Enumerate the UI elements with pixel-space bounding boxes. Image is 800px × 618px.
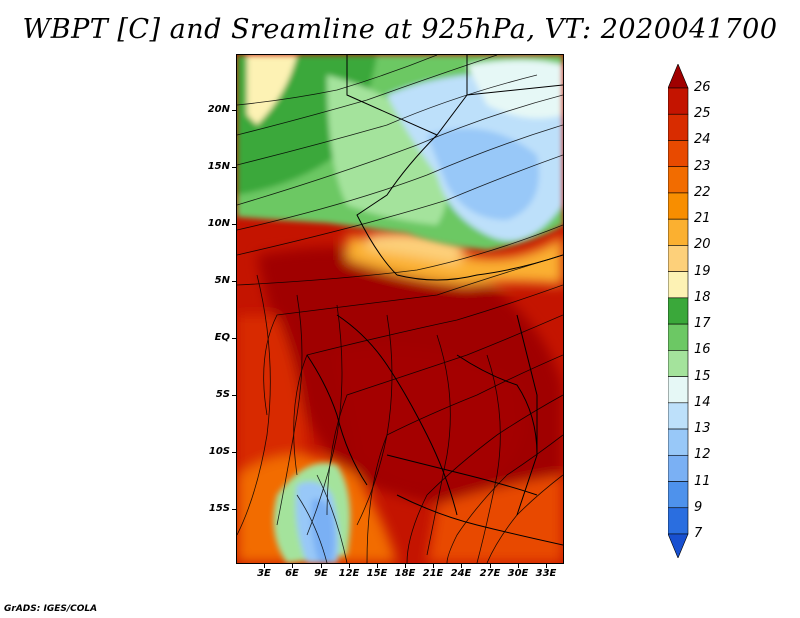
colorbar-segment — [668, 271, 689, 299]
lon-tick — [518, 564, 519, 568]
colorbar-label: 17 — [694, 316, 711, 332]
colorbar-segment — [668, 507, 689, 535]
colorbar-segment — [668, 454, 689, 482]
lat-label: 5S — [215, 389, 230, 400]
streamlines — [237, 55, 563, 563]
lon-tick — [292, 564, 293, 568]
lon-label: 3E — [257, 568, 271, 579]
lon-label: 27E — [479, 568, 501, 579]
colorbar-segment — [668, 218, 689, 246]
colorbar-segment — [668, 297, 689, 325]
colorbar-segment — [668, 87, 689, 115]
colorbar-label: 24 — [694, 132, 711, 148]
colorbar-label: 13 — [694, 421, 711, 437]
colorbar-label: 19 — [694, 263, 711, 279]
colorbar-label: 7 — [694, 526, 703, 541]
lon-label: 24E — [450, 568, 472, 579]
colorbar-label: 11 — [694, 473, 711, 489]
colorbar-segment — [668, 481, 689, 509]
colorbar-segment — [668, 140, 689, 168]
lon-label: 12E — [338, 568, 360, 579]
colorbar-segment — [668, 376, 689, 404]
map-panel — [236, 54, 564, 564]
lon-label: 21E — [422, 568, 444, 579]
lat-label: 15N — [207, 161, 230, 172]
lat-tick-15s — [232, 509, 236, 510]
colorbar-label: 18 — [694, 289, 711, 305]
credit-label: GrADS: IGES/COLA — [4, 604, 98, 614]
lat-tick-5s — [232, 395, 236, 396]
colorbar-label: 23 — [694, 158, 711, 174]
lon-tick — [405, 564, 406, 568]
lon-tick — [490, 564, 491, 568]
colorbar-segment — [668, 166, 689, 194]
lon-tick — [546, 564, 547, 568]
lon-tick — [433, 564, 434, 568]
colorbar-segment — [668, 192, 689, 220]
colorbar-label: 14 — [694, 394, 711, 410]
lat-tick-15n — [232, 167, 236, 168]
lat-label: 10N — [207, 218, 230, 229]
colorbar-label: 9 — [694, 499, 703, 515]
colorbar-label: 21 — [694, 211, 711, 227]
lon-tick — [349, 564, 350, 568]
lat-tick-10s — [232, 452, 236, 453]
colorbar-segment — [668, 245, 689, 272]
colorbar-label: 25 — [694, 106, 711, 122]
lon-label: 33E — [535, 568, 557, 579]
colorbar-label: 15 — [694, 368, 711, 384]
lon-tick — [461, 564, 462, 568]
colorbar-segment — [668, 428, 689, 456]
colorbar-label: 26 — [694, 80, 711, 95]
lon-label: 6E — [285, 568, 299, 579]
lat-label: 10S — [208, 446, 230, 457]
country-borders — [306, 55, 563, 546]
lat-label: EQ — [214, 332, 230, 343]
lon-tick — [377, 564, 378, 568]
colorbar-bottom-arrow — [668, 533, 689, 558]
colorbar-segment — [668, 323, 689, 351]
colorbar-label: 22 — [694, 184, 711, 200]
colorbar — [668, 64, 689, 558]
lat-label: 5N — [214, 275, 230, 286]
lon-tick — [264, 564, 265, 568]
colorbar-label: 16 — [694, 342, 711, 358]
chart-title: WBPT [C] and Sreamline at 925hPa, VT: 20… — [22, 14, 778, 45]
lat-label: 15S — [208, 503, 230, 514]
wbpt-field — [237, 55, 563, 563]
lat-tick-eq — [232, 338, 236, 339]
colorbar-segment — [668, 113, 689, 141]
colorbar-segment — [668, 350, 689, 377]
colorbar-segment — [668, 402, 689, 430]
lat-tick-20n — [232, 110, 236, 111]
lon-label: 18E — [394, 568, 416, 579]
lon-label: 15E — [366, 568, 388, 579]
lon-tick — [321, 564, 322, 568]
colorbar-label: 20 — [694, 237, 711, 253]
colorbar-label: 12 — [694, 447, 711, 463]
lat-tick-5n — [232, 281, 236, 282]
colorbar-top-arrow — [668, 64, 689, 89]
lat-label: 20N — [207, 104, 230, 115]
lon-label: 30E — [507, 568, 529, 579]
lat-tick-10n — [232, 224, 236, 225]
lon-label: 9E — [314, 568, 328, 579]
